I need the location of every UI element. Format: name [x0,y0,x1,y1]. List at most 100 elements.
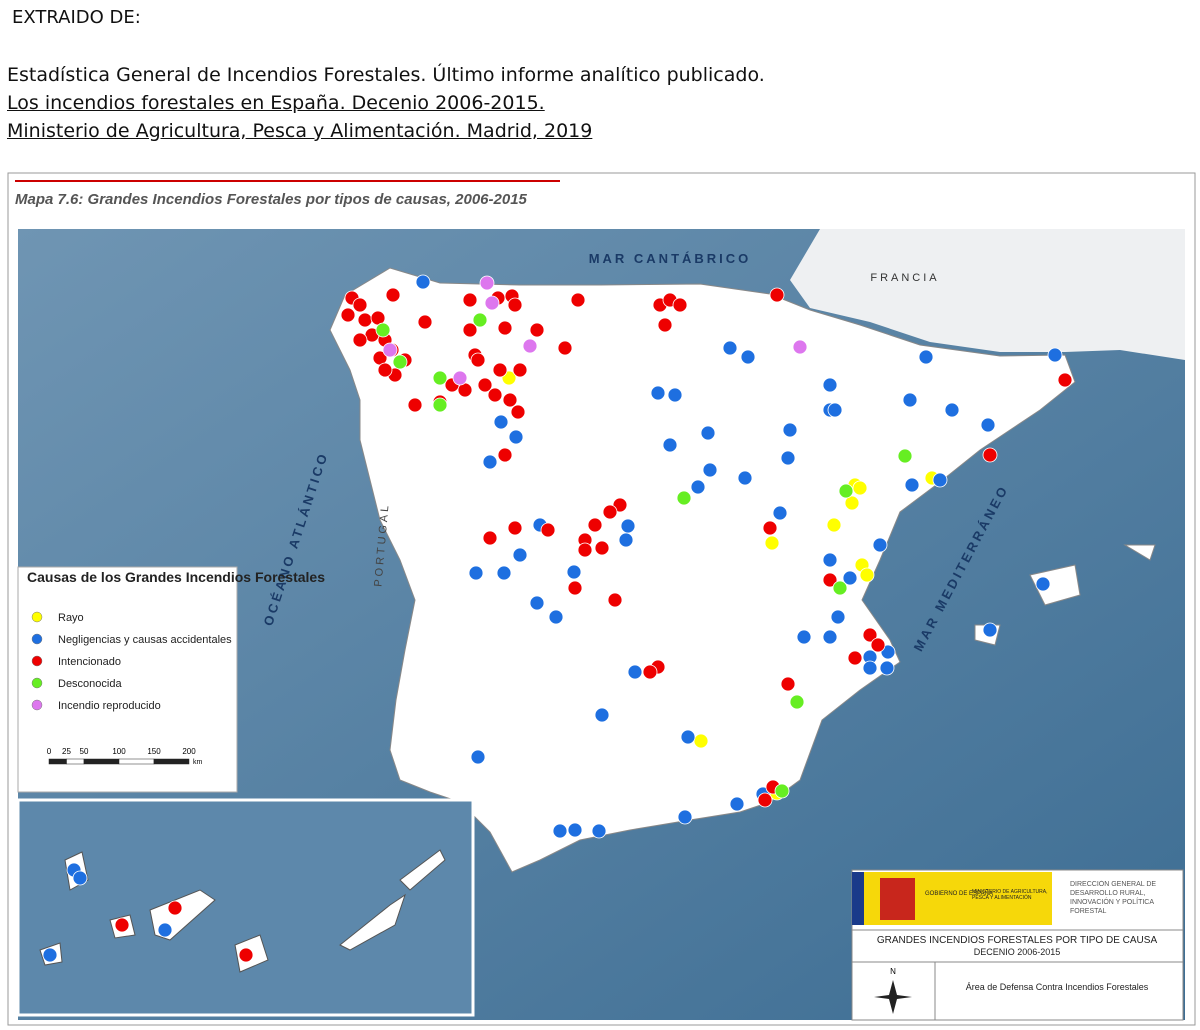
legend-swatch [31,655,43,667]
fire-marker [512,362,528,378]
fire-marker [832,580,848,596]
coat-of-arms [880,878,915,920]
legend-label: Negligencias y causas accidentales [58,634,232,646]
scale-label: 50 [80,747,89,756]
ministry-text: MINISTERIO DE AGRICULTURA, PESCA Y ALIME… [972,889,1048,901]
fire-marker [620,518,636,534]
fire-marker [796,629,812,645]
scale-label: 25 [62,747,71,756]
fire-marker [676,490,692,506]
fire-marker [838,483,854,499]
france [790,229,1185,360]
canary-inset [16,798,475,1017]
fire-marker [594,540,610,556]
fire-marker [1047,347,1063,363]
fire-marker [157,922,173,938]
fire-marker [462,322,478,338]
fire-marker [826,517,842,533]
fire-markers [42,274,1073,963]
legend-label: Intencionado [58,656,121,668]
fire-marker [432,370,448,386]
extract-label: EXTRAIDO DE: [12,7,141,28]
fire-marker [482,454,498,470]
fire-marker [902,392,918,408]
fire-marker [385,287,401,303]
fire-marker [667,387,683,403]
fire-marker [650,385,666,401]
fire-marker [862,660,878,676]
fire-marker [740,349,756,365]
fire-marker [830,609,846,625]
canary-islands [39,849,446,973]
gov-text: GOBIERNO DE ESPAÑA [925,890,993,897]
fire-marker [522,338,538,354]
fire-marker [577,542,593,558]
fire-marker [167,900,183,916]
source-line: Estadística General de Incendios Foresta… [7,64,765,86]
fire-marker [827,402,843,418]
fire-marker [897,448,913,464]
fire-marker [852,480,868,496]
fire-marker [552,823,568,839]
fire-marker [680,729,696,745]
fire-marker [72,870,88,886]
fire-marker [462,292,478,308]
legend-swatch [31,611,43,623]
fire-marker [627,664,643,680]
fire-marker [757,792,773,808]
fire-marker [822,572,838,588]
fire-marker [510,404,526,420]
legend-label: Incendio reproducido [58,700,161,712]
fire-marker [792,339,808,355]
fire-marker [700,425,716,441]
fire-marker [497,447,513,463]
fire-marker [512,547,528,563]
fire-marker [470,352,486,368]
block-heading: GRANDES INCENDIOS FORESTALES POR TIPO DE… [877,935,1158,946]
fire-marker [472,312,488,328]
fire-marker [722,340,738,356]
scale-unit: km [193,759,203,766]
scale-segment [153,758,190,765]
fire-marker [508,429,524,445]
fire-marker [340,307,356,323]
fire-marker [662,437,678,453]
fire-marker [642,664,658,680]
legend [17,566,238,793]
fire-marker [507,520,523,536]
fire-marker [769,287,785,303]
fire-marker [594,707,610,723]
compass [874,980,912,1014]
legend-label: Desconocida [58,678,122,690]
fire-marker [452,370,468,386]
fire-marker [352,297,368,313]
fire-marker [540,522,556,538]
map-title: Mapa 7.6: Grandes Incendios Forestales p… [15,191,528,208]
legend-swatch [31,699,43,711]
fire-marker [357,312,373,328]
legend-title: Causas de los Grandes Incendios Forestal… [27,569,325,585]
fire-marker [432,397,448,413]
fire-marker [822,629,838,645]
fire-marker [377,362,393,378]
fire-marker [982,622,998,638]
fire-marker [690,479,706,495]
fire-marker [484,295,500,311]
fire-marker [479,275,495,291]
fire-marker [762,520,778,536]
legend-swatch [31,633,43,645]
fire-marker [737,470,753,486]
fire-marker [417,314,433,330]
fire-marker [782,422,798,438]
fire-marker [487,387,503,403]
fire-marker [468,565,484,581]
fire-marker [822,377,838,393]
fire-marker [780,676,796,692]
fire-marker [789,694,805,710]
fire-marker [702,462,718,478]
scale-label: 0 [47,747,52,756]
fire-marker [566,564,582,580]
fire-marker [772,505,788,521]
fire-marker [1035,576,1051,592]
fire-marker [859,567,875,583]
